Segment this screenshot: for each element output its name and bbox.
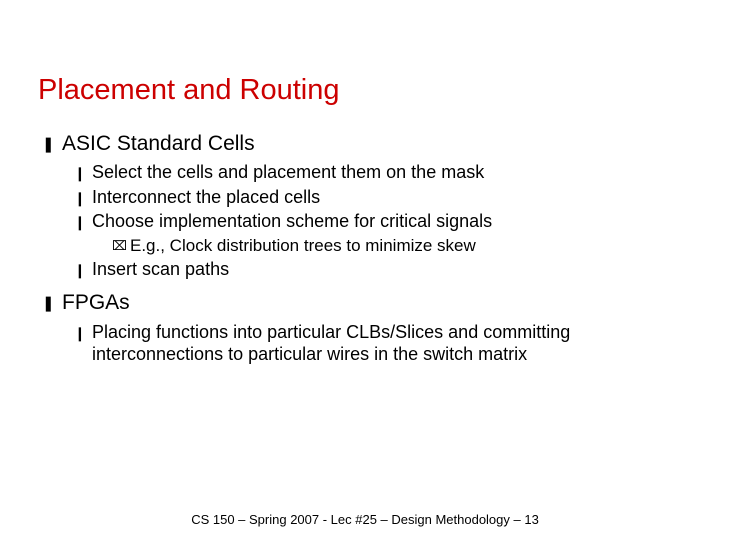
bullet-text: Insert scan paths [92,258,229,281]
bullet-text: FPGAs [62,290,130,316]
bullet-text: Placing functions into particular CLBs/S… [92,321,692,366]
subbullet: ❙ Insert scan paths [74,258,692,281]
bullet-asic: ❚ ASIC Standard Cells [42,131,692,157]
bullet-text: Select the cells and placement them on t… [92,161,484,184]
zapf-bullet-icon: ❚ [42,290,62,314]
slide-title: Placement and Routing [38,75,692,107]
bullet-text: E.g., Clock distribution trees to minimi… [130,235,476,256]
bullet-fpgas: ❚ FPGAs [42,290,692,316]
subbullet: ❙ Choose implementation scheme for criti… [74,210,692,233]
slide-footer: CS 150 – Spring 2007 - Lec #25 – Design … [0,512,730,527]
zapf-bullet-icon: ❙ [74,186,92,208]
zapf-bullet-icon: ❙ [74,258,92,280]
zapf-bullet-icon: ⌧ [112,235,130,254]
bullet-text: Interconnect the placed cells [92,186,320,209]
subbullet: ❙ Select the cells and placement them on… [74,161,692,184]
zapf-bullet-icon: ❙ [74,321,92,343]
zapf-bullet-icon: ❙ [74,161,92,183]
bullet-text: Choose implementation scheme for critica… [92,210,492,233]
zapf-bullet-icon: ❚ [42,131,62,155]
bullet-text: ASIC Standard Cells [62,131,255,157]
subbullet: ❙ Placing functions into particular CLBs… [74,321,692,366]
zapf-bullet-icon: ❙ [74,210,92,232]
subsubbullet: ⌧ E.g., Clock distribution trees to mini… [112,235,692,256]
subbullet: ❙ Interconnect the placed cells [74,186,692,209]
slide-body: ❚ ASIC Standard Cells ❙ Select the cells… [38,131,692,366]
